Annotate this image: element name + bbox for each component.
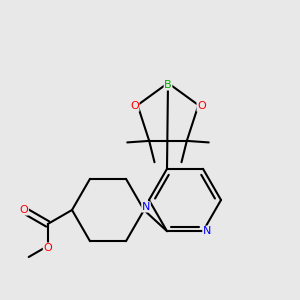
Text: O: O <box>130 101 139 111</box>
Text: N: N <box>142 202 150 212</box>
Text: O: O <box>197 101 206 111</box>
Text: B: B <box>164 80 172 90</box>
Text: N: N <box>203 226 211 236</box>
Text: O: O <box>44 243 52 253</box>
Text: O: O <box>20 205 28 215</box>
